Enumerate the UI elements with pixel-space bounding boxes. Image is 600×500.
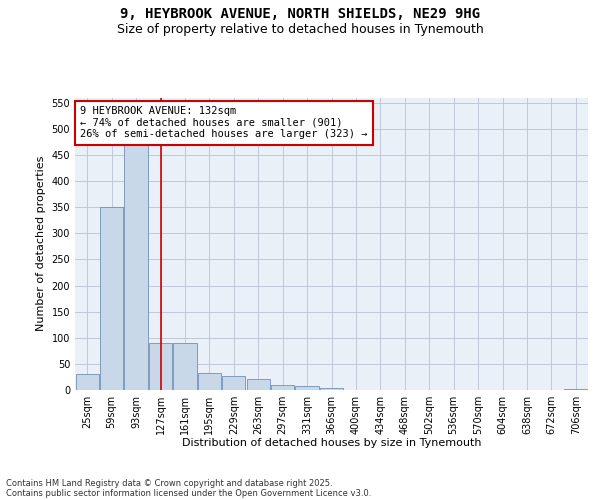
Bar (247, 378, 270, 390)
Bar (222, 376, 245, 390)
Bar (149, 343, 172, 390)
Bar (564, 389, 587, 390)
Bar (124, 134, 148, 390)
Bar (198, 373, 221, 390)
Bar (173, 343, 197, 390)
Bar (76, 374, 99, 390)
Text: 9, HEYBROOK AVENUE, NORTH SHIELDS, NE29 9HG: 9, HEYBROOK AVENUE, NORTH SHIELDS, NE29 … (120, 8, 480, 22)
Bar (100, 207, 123, 390)
Text: Contains public sector information licensed under the Open Government Licence v3: Contains public sector information licen… (6, 488, 371, 498)
Bar (295, 386, 319, 390)
X-axis label: Distribution of detached houses by size in Tynemouth: Distribution of detached houses by size … (182, 438, 481, 448)
Text: Size of property relative to detached houses in Tynemouth: Size of property relative to detached ho… (116, 22, 484, 36)
Text: Contains HM Land Registry data © Crown copyright and database right 2025.: Contains HM Land Registry data © Crown c… (6, 478, 332, 488)
Text: 9 HEYBROOK AVENUE: 132sqm
← 74% of detached houses are smaller (901)
26% of semi: 9 HEYBROOK AVENUE: 132sqm ← 74% of detac… (80, 106, 368, 140)
Bar (320, 388, 343, 390)
Y-axis label: Number of detached properties: Number of detached properties (36, 156, 46, 332)
Bar (271, 385, 294, 390)
